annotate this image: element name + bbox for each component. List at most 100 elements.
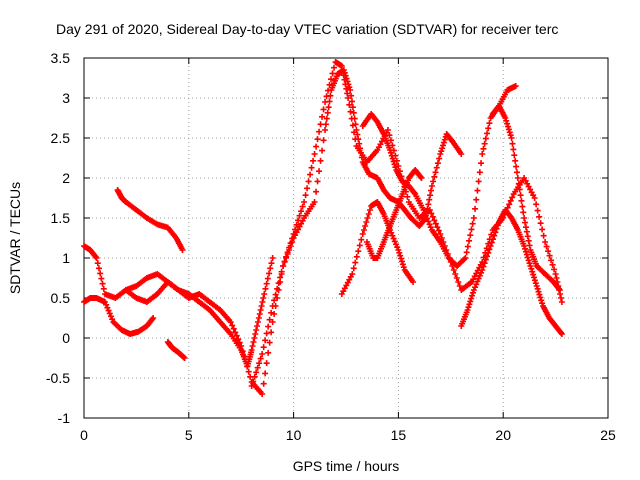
data-point (480, 145, 487, 152)
data-point (530, 271, 537, 278)
data-point (358, 154, 365, 161)
data-point (257, 355, 264, 362)
data-point (348, 98, 355, 105)
data-point (250, 339, 257, 345)
data-point (268, 260, 275, 267)
data-point (298, 208, 305, 215)
data-point (469, 220, 476, 227)
data-point (390, 235, 397, 242)
data-point (493, 225, 500, 232)
data-point (525, 237, 532, 244)
data-point (536, 213, 543, 220)
data-point (475, 275, 482, 282)
data-point (506, 201, 513, 208)
data-point (263, 360, 270, 367)
data-point (268, 329, 275, 336)
y-tick-label: -1 (58, 410, 71, 426)
data-point (426, 196, 433, 203)
data-point (438, 148, 445, 155)
data-point (504, 123, 511, 130)
y-tick-label: 1.5 (51, 210, 71, 226)
data-point (254, 364, 261, 371)
data-point (535, 288, 542, 295)
data-point (520, 209, 527, 216)
data-point (320, 106, 327, 113)
data-point (463, 249, 470, 256)
data-point (326, 98, 333, 105)
series-track-4 (164, 339, 188, 361)
data-point (490, 236, 497, 243)
data-point (242, 358, 249, 365)
data-point (468, 226, 475, 233)
data-point (486, 120, 493, 127)
data-point (229, 322, 236, 329)
data-point (502, 115, 509, 121)
series-track-3 (81, 295, 157, 337)
data-point (469, 292, 476, 299)
data-point (427, 192, 434, 199)
data-point (350, 109, 357, 116)
data-point (316, 168, 323, 175)
data-point (251, 335, 258, 341)
data-point (557, 329, 564, 336)
data-point (436, 155, 443, 162)
data-point (509, 194, 516, 201)
data-point (455, 279, 462, 285)
data-point (464, 307, 471, 313)
data-point (391, 161, 398, 168)
data-point (319, 113, 326, 120)
data-point (325, 104, 332, 111)
data-point (523, 228, 530, 235)
data-point (539, 300, 546, 307)
data-point (233, 332, 240, 339)
data-point (517, 192, 524, 199)
data-point (539, 226, 546, 233)
data-point (472, 205, 479, 212)
data-point (341, 69, 348, 76)
data-point (515, 180, 522, 187)
data-point (104, 304, 111, 311)
data-point (241, 353, 248, 360)
data-point (521, 243, 528, 249)
data-point (418, 175, 425, 181)
data-point (346, 101, 353, 108)
data-point (245, 368, 252, 375)
data-point (261, 291, 268, 297)
data-point (450, 267, 457, 273)
data-point (468, 295, 475, 302)
y-tick-label: 0.5 (51, 290, 71, 306)
data-point (390, 158, 397, 165)
data-point (441, 136, 448, 143)
data-point (353, 127, 360, 133)
data-point (513, 163, 520, 170)
data-point (308, 164, 315, 171)
data-point (461, 256, 468, 263)
data-point (313, 188, 320, 195)
data-point (262, 285, 269, 292)
data-point (431, 173, 438, 180)
data-point (462, 255, 469, 261)
data-point (329, 70, 336, 77)
data-point (272, 291, 279, 298)
data-point (365, 211, 372, 217)
data-point (283, 255, 290, 261)
data-point (393, 241, 400, 248)
y-tick-label: 3.5 (51, 50, 71, 66)
data-point (536, 291, 543, 298)
data-point (480, 263, 487, 270)
data-point (269, 303, 276, 309)
data-point (513, 169, 520, 176)
data-point (432, 220, 439, 227)
data-point (556, 287, 563, 293)
data-point (324, 109, 331, 116)
data-point (452, 271, 459, 277)
data-point (485, 125, 492, 132)
data-point (99, 280, 106, 287)
data-point (349, 271, 356, 277)
data-point (426, 221, 433, 228)
data-point (387, 147, 394, 153)
data-point (265, 349, 272, 356)
data-point (511, 152, 518, 159)
tick-layer: 0 5 10 15 20 25 -1 -0.5 0 0.5 1 1.5 2 2.5 3 3.5 (46, 50, 616, 443)
data-point (456, 283, 463, 289)
